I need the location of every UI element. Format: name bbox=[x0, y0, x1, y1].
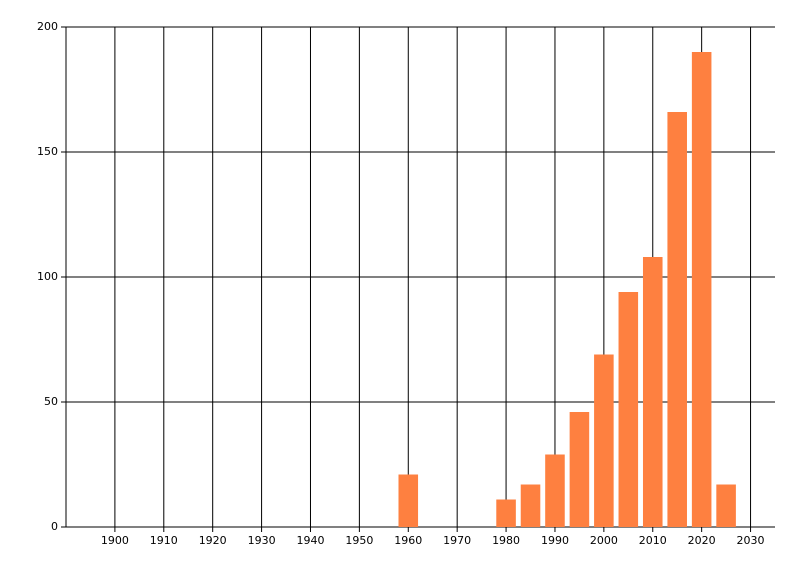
x-tick-label: 2020 bbox=[688, 534, 716, 547]
y-tick-label: 200 bbox=[37, 20, 58, 33]
x-tick-label: 1910 bbox=[150, 534, 178, 547]
x-tick-label: 2010 bbox=[639, 534, 667, 547]
bar bbox=[496, 499, 516, 527]
x-tick-label: 2030 bbox=[737, 534, 765, 547]
bar bbox=[569, 412, 590, 527]
y-tick-label: 150 bbox=[37, 145, 58, 158]
y-tick-label: 50 bbox=[44, 395, 58, 408]
bar bbox=[667, 112, 687, 527]
x-tick-label: 2000 bbox=[590, 534, 618, 547]
x-tick-label: 1930 bbox=[248, 534, 276, 547]
bar bbox=[642, 257, 663, 527]
y-tick-label: 100 bbox=[37, 270, 58, 283]
bar bbox=[398, 474, 419, 527]
x-tick-label: 1950 bbox=[345, 534, 373, 547]
x-tick-label: 1920 bbox=[199, 534, 227, 547]
bar bbox=[618, 292, 639, 527]
x-tick-label: 1970 bbox=[443, 534, 471, 547]
x-tick-label: 1960 bbox=[394, 534, 422, 547]
bar bbox=[594, 354, 614, 527]
x-tick-label: 1900 bbox=[101, 534, 129, 547]
bar bbox=[520, 484, 541, 527]
x-tick-label: 1980 bbox=[492, 534, 520, 547]
x-tick-label: 1940 bbox=[296, 534, 324, 547]
bar bbox=[691, 52, 712, 527]
y-tick-label: 0 bbox=[51, 520, 58, 533]
bar bbox=[545, 454, 565, 527]
bar bbox=[716, 484, 736, 527]
x-tick-label: 1990 bbox=[541, 534, 569, 547]
